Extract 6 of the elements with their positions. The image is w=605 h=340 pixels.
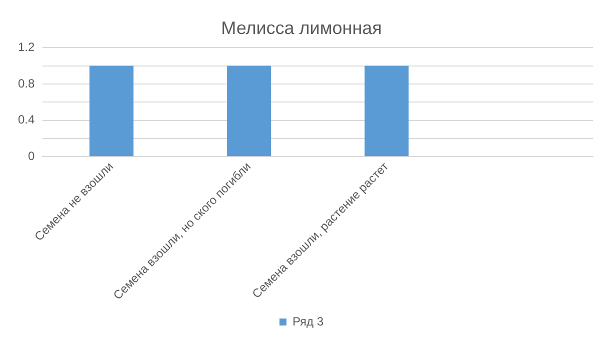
y-tick-label: 0 bbox=[28, 148, 35, 163]
y-tick-label: 0.8 bbox=[18, 76, 35, 90]
chart-title: Мелисса лимонная bbox=[221, 18, 382, 38]
y-tick-label: 1.2 bbox=[18, 40, 35, 54]
legend-label: Ряд 3 bbox=[292, 314, 324, 328]
y-tick-label: 0.4 bbox=[18, 112, 35, 127]
